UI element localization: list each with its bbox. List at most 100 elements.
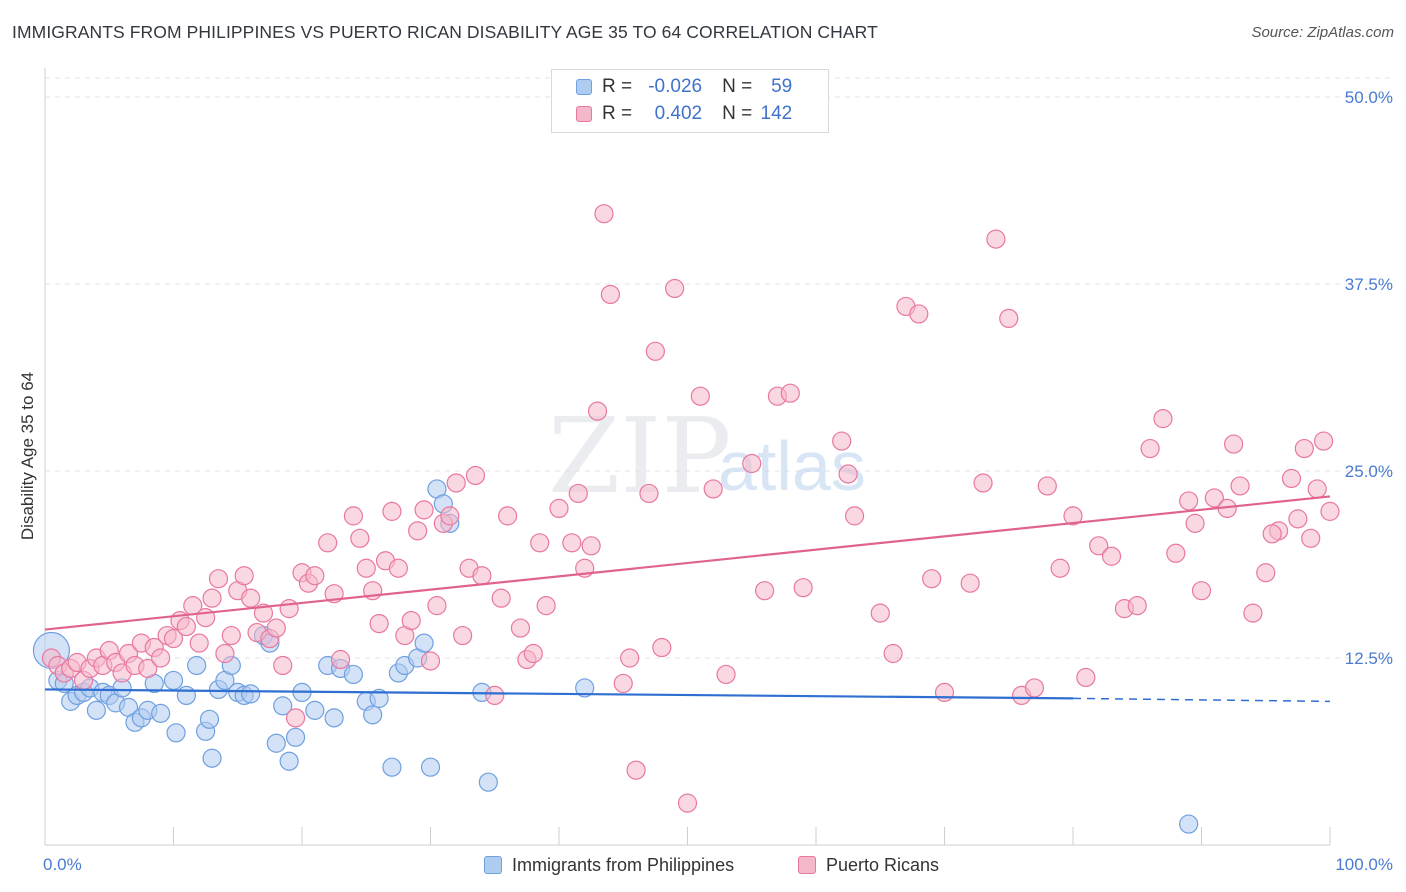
bottom-legend-label: Puerto Ricans [826,854,940,875]
stats-legend: R = -0.026 N = 59 R = 0.402 N = 142 [551,69,829,133]
pink-swatch-icon [576,106,592,122]
scatter-point [369,613,389,634]
scatter-point [343,506,363,526]
scatter-point [1307,479,1327,499]
scatter-point [369,688,389,708]
y-tick-label: 25.0% [1345,462,1393,481]
series-philippines [32,479,1199,834]
scatter-point [440,506,460,526]
r-value: 0.402 [654,103,703,124]
scatter-point [163,670,184,691]
scatter-point [754,581,775,601]
scatter-point [1024,678,1045,698]
tick-labels: 12.5% 25.0% 37.5% 50.0% 0.0% 100.0% [43,88,1393,874]
scatter-point [575,678,595,698]
x-tick-label: 0.0% [43,855,82,874]
scatter-point [1313,431,1334,451]
scatter-point [645,341,665,361]
scatter-point [279,751,299,771]
scatter-point [472,566,492,586]
scatter-point [138,658,158,679]
scatter-point [1191,581,1212,601]
scatter-point [446,473,466,493]
scatter-point [420,757,441,777]
scatter-point [1050,558,1070,578]
trend-lines [44,495,1331,703]
scatter-point [549,498,569,518]
n-label: N = [722,76,753,97]
scatter-point [187,655,207,676]
scatter-point [363,705,383,725]
scatter-point [266,618,286,638]
scatter-point [285,708,306,728]
scatter-point [639,483,659,504]
scatter-point [273,655,293,676]
scatter-point [934,682,955,703]
scatter-point [176,685,196,706]
scatter-point [221,625,241,646]
scatter-point [305,566,325,586]
scatter-point [780,383,800,403]
bottom-legend-label: Immigrants from Philippines [512,854,735,875]
scatter-point [420,651,441,671]
scatter-point [960,573,980,593]
scatter-point [414,633,434,653]
x-tick-label: 100.0% [1335,855,1393,874]
scatter-point [703,479,723,499]
scatter-point [832,431,852,451]
scatter-point [1185,513,1205,533]
scatter-point [620,648,640,668]
scatter-point [273,696,293,716]
scatter-point [530,533,550,553]
scatter-point [1320,501,1340,521]
scatter-point [234,566,254,586]
n-value: 59 [771,76,793,97]
scatter-point [594,204,614,224]
bottom-legend-puerto-ricans: Puerto Ricans [798,852,939,878]
scatter-point [318,533,338,553]
scatter-point [600,284,621,305]
n-value: 142 [760,103,793,124]
scatter-point [587,401,608,421]
r-value: -0.026 [648,76,703,97]
n-label: N = [722,103,753,124]
scatter-point [453,625,473,646]
y-tick-label: 50.0% [1345,88,1393,107]
scatter-point [498,506,518,526]
scatter-point [151,648,171,668]
scatter-point [491,588,511,608]
scatter-point [414,500,434,520]
scatter-point [562,533,582,553]
blue-swatch-icon [576,79,592,95]
scatter-point [568,483,588,504]
scatter-point [999,308,1019,329]
scatter-point [665,278,685,299]
scatter-point [163,628,184,649]
scatter-point [202,588,222,608]
scatter-point [465,465,486,486]
scatter-point [388,558,408,578]
chart-title: IMMIGRANTS FROM PHILIPPINES VS PUERTO RI… [12,22,878,42]
pink-swatch-icon [798,856,816,874]
scatter-point [215,643,235,664]
scatter-point [485,685,505,706]
scatter-point [986,229,1006,249]
scatter-point [478,772,498,792]
scatter-point [189,633,209,653]
scatter-point [202,748,222,768]
scatter-point [382,757,402,777]
scatter-point [1224,434,1244,454]
trend-line-puerto-ricans [44,495,1331,631]
scatter-point [1076,667,1096,688]
scatter-point [285,727,306,747]
scatter-point [241,588,261,608]
scatter-point [1294,438,1314,459]
trend-line-philippines [44,688,1074,700]
scatter-point [408,521,428,541]
scatter-point [151,703,171,723]
scatter-point [1243,603,1263,623]
scatter-point [1153,409,1173,429]
scatter-point [1281,468,1302,489]
scatter-point [241,684,261,704]
scatter-point [401,610,421,631]
